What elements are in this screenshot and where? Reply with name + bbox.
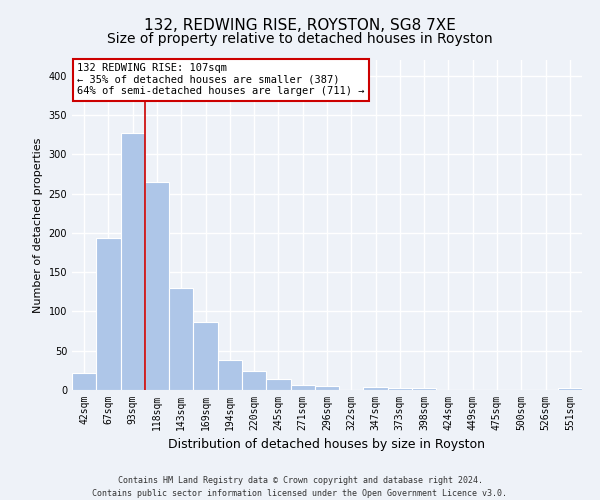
Bar [169,288,193,390]
Text: Size of property relative to detached houses in Royston: Size of property relative to detached ho… [107,32,493,46]
Text: 132, REDWING RISE, ROYSTON, SG8 7XE: 132, REDWING RISE, ROYSTON, SG8 7XE [144,18,456,32]
Bar [364,387,388,390]
Bar [315,386,339,390]
Bar [145,182,169,390]
X-axis label: Distribution of detached houses by size in Royston: Distribution of detached houses by size … [169,438,485,452]
Bar [193,322,218,390]
Bar [558,388,582,390]
Text: Contains HM Land Registry data © Crown copyright and database right 2024.
Contai: Contains HM Land Registry data © Crown c… [92,476,508,498]
Bar [242,371,266,390]
Bar [121,133,145,390]
Bar [412,388,436,390]
Bar [290,386,315,390]
Bar [218,360,242,390]
Bar [388,388,412,390]
Y-axis label: Number of detached properties: Number of detached properties [33,138,43,312]
Bar [96,238,121,390]
Bar [266,379,290,390]
Text: 132 REDWING RISE: 107sqm
← 35% of detached houses are smaller (387)
64% of semi-: 132 REDWING RISE: 107sqm ← 35% of detach… [77,64,365,96]
Bar [72,372,96,390]
